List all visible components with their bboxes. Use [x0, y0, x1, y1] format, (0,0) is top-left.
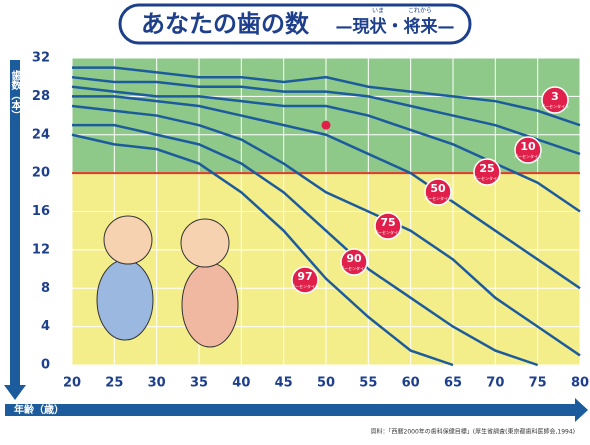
- legend-label: 10: [520, 140, 536, 153]
- legend-label: 25: [479, 162, 494, 175]
- legend-label: 90: [346, 252, 362, 265]
- y-tick-label: 4: [41, 319, 50, 334]
- marker: [322, 121, 331, 130]
- badge-caption: パーセンタイル: [424, 195, 452, 201]
- badge-caption: パーセンタイル: [291, 283, 319, 289]
- title: あなたの歯の数: [141, 10, 310, 38]
- x-tick-label: 80: [571, 376, 589, 391]
- x-tick-label: 40: [232, 376, 250, 391]
- legend-label: 50: [430, 182, 446, 195]
- badge-caption: パーセンタイル: [473, 175, 501, 181]
- y-tick-label: 20: [32, 166, 50, 181]
- x-tick-label: 50: [317, 376, 335, 391]
- badge-caption: パーセンタイル: [340, 265, 368, 271]
- x-tick-label: 25: [105, 376, 123, 391]
- legend-label: 3: [551, 90, 559, 103]
- x-tick-label: 55: [359, 376, 377, 391]
- y-tick-label: 24: [32, 127, 50, 142]
- y-tick-label: 8: [41, 281, 50, 296]
- y-axis-label: 歯数（本）: [9, 69, 22, 120]
- y-tick-label: 0: [41, 358, 50, 373]
- x-tick-label: 75: [529, 376, 547, 391]
- legend-label: 97: [297, 270, 312, 283]
- legend-label: 75: [380, 216, 395, 229]
- y-tick-label: 32: [32, 51, 50, 66]
- source: 資料：「西暦2000年の歯科保健目標」(厚生省調査(東京都歯科医師会,1994): [371, 428, 575, 436]
- badge-caption: パーセンタイル: [541, 103, 569, 109]
- plot: 0 4 8 12 16 20 24 28 32 20 25 30 35 40 45 50 55 60 65 70 75 8…: [32, 51, 589, 391]
- x-arrow: [5, 398, 588, 422]
- badge-caption: パーセンタイル: [514, 153, 542, 159]
- x-tick-label: 35: [190, 376, 208, 391]
- subtitle: —現状・将来—: [336, 16, 455, 37]
- y-tick-label: 12: [32, 242, 50, 257]
- x-tick-label: 45: [275, 376, 293, 391]
- chart: あなたの歯の数 —現状・将来— いま これから 歯数（本） 年齢（歳） 資料：「…: [0, 0, 590, 445]
- badge-caption: パーセンタイル: [374, 229, 402, 235]
- x-tick-label: 20: [63, 376, 81, 391]
- y-tick-label: 28: [32, 89, 50, 104]
- x-axis-label: 年齢（歳）: [14, 403, 64, 416]
- x-tick-label: 65: [444, 376, 462, 391]
- ruby: いま: [372, 8, 384, 15]
- y-tick-label: 16: [32, 204, 50, 219]
- x-tick-label: 70: [486, 376, 504, 391]
- x-tick-label: 60: [402, 376, 420, 391]
- ruby: これから: [408, 8, 432, 15]
- x-tick-label: 30: [148, 376, 166, 391]
